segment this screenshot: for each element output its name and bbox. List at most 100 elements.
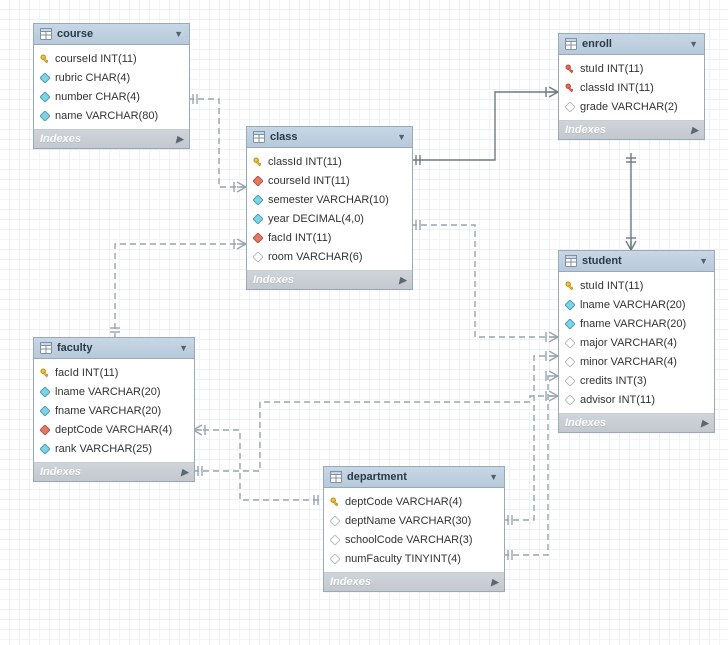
expand-icon[interactable]: ▶ — [181, 467, 188, 478]
column-label: number CHAR(4) — [55, 91, 140, 103]
column[interactable]: number CHAR(4) — [40, 87, 183, 106]
column[interactable]: fname VARCHAR(20) — [40, 401, 188, 420]
column[interactable]: room VARCHAR(6) — [253, 247, 406, 266]
column[interactable]: numFaculty TINYINT(4) — [330, 549, 498, 568]
column-bullet-icon — [330, 516, 340, 526]
column-bullet-icon — [253, 252, 263, 262]
column[interactable]: semester VARCHAR(10) — [253, 190, 406, 209]
table-enroll[interactable]: enroll ▼ stuId INT(11)classId INT(11)gra… — [558, 33, 705, 140]
column[interactable]: facId INT(11) — [253, 228, 406, 247]
column[interactable]: lname VARCHAR(20) — [40, 382, 188, 401]
collapse-icon[interactable]: ▼ — [397, 132, 406, 142]
column[interactable]: classId INT(11) — [253, 152, 406, 171]
table-title: department — [347, 471, 489, 483]
column[interactable]: facId INT(11) — [40, 363, 188, 382]
table-header[interactable]: class ▼ — [247, 127, 412, 148]
column-label: rank VARCHAR(25) — [55, 443, 152, 455]
indexes-bar[interactable]: Indexes ▶ — [559, 120, 704, 139]
table-header[interactable]: course ▼ — [34, 24, 189, 45]
expand-icon[interactable]: ▶ — [399, 275, 406, 286]
table-icon — [40, 342, 52, 354]
collapse-icon[interactable]: ▼ — [179, 343, 188, 353]
column-bullet-icon — [330, 554, 340, 564]
column[interactable]: minor VARCHAR(4) — [565, 352, 708, 371]
column-label: numFaculty TINYINT(4) — [345, 553, 461, 565]
table-title: student — [582, 255, 699, 267]
columns: classId INT(11)courseId INT(11)semester … — [247, 148, 412, 270]
column[interactable]: grade VARCHAR(2) — [565, 97, 698, 116]
edge-class-faculty — [110, 239, 246, 337]
column[interactable]: fname VARCHAR(20) — [565, 314, 708, 333]
column[interactable]: classId INT(11) — [565, 78, 698, 97]
indexes-bar[interactable]: Indexes ▶ — [324, 572, 504, 591]
column-label: credits INT(3) — [580, 375, 647, 387]
table-department[interactable]: department ▼ deptCode VARCHAR(4)deptName… — [323, 466, 505, 592]
indexes-label: Indexes — [330, 576, 371, 588]
erd-canvas: { "diagram": { "width": 728, "height": 6… — [0, 0, 728, 645]
column-label: major VARCHAR(4) — [580, 337, 677, 349]
collapse-icon[interactable]: ▼ — [489, 472, 498, 482]
column[interactable]: deptName VARCHAR(30) — [330, 511, 498, 530]
column[interactable]: credits INT(3) — [565, 371, 708, 390]
table-class[interactable]: class ▼ classId INT(11)courseId INT(11)s… — [246, 126, 413, 290]
column[interactable]: major VARCHAR(4) — [565, 333, 708, 352]
indexes-bar[interactable]: Indexes ▶ — [247, 270, 412, 289]
table-header[interactable]: student ▼ — [559, 251, 714, 272]
edge-faculty-department — [193, 425, 323, 505]
column-label: year DECIMAL(4,0) — [268, 213, 364, 225]
column[interactable]: courseId INT(11) — [40, 49, 183, 68]
table-header[interactable]: department ▼ — [324, 467, 504, 488]
column[interactable]: name VARCHAR(80) — [40, 106, 183, 125]
columns: stuId INT(11)classId INT(11)grade VARCHA… — [559, 55, 704, 120]
column[interactable]: courseId INT(11) — [253, 171, 406, 190]
table-header[interactable]: faculty ▼ — [34, 338, 194, 359]
column[interactable]: rank VARCHAR(25) — [40, 439, 188, 458]
column-label: fname VARCHAR(20) — [580, 318, 686, 330]
expand-icon[interactable]: ▶ — [701, 418, 708, 429]
column-bullet-icon — [330, 535, 340, 545]
table-title: enroll — [582, 38, 689, 50]
column[interactable]: deptCode VARCHAR(4) — [330, 492, 498, 511]
column-label: schoolCode VARCHAR(3) — [345, 534, 473, 546]
columns: courseId INT(11)rubric CHAR(4) number CHA… — [34, 45, 189, 129]
table-course[interactable]: course ▼ courseId INT(11)rubric CHAR(4) n… — [33, 23, 190, 149]
collapse-icon[interactable]: ▼ — [689, 39, 698, 49]
expand-icon[interactable]: ▶ — [491, 577, 498, 588]
collapse-icon[interactable]: ▼ — [699, 256, 708, 266]
column[interactable]: advisor INT(11) — [565, 390, 708, 409]
indexes-label: Indexes — [40, 133, 81, 145]
column[interactable]: lname VARCHAR(20) — [565, 295, 708, 314]
expand-icon[interactable]: ▶ — [691, 125, 698, 136]
table-faculty[interactable]: faculty ▼ facId INT(11)lname VARCHAR(20)… — [33, 337, 195, 482]
column[interactable]: year DECIMAL(4,0) — [253, 209, 406, 228]
column-bullet-icon — [40, 92, 50, 102]
collapse-icon[interactable]: ▼ — [174, 29, 183, 39]
indexes-bar[interactable]: Indexes ▶ — [34, 129, 189, 148]
column-label: facId INT(11) — [268, 232, 331, 244]
column-bullet-icon — [565, 281, 575, 291]
column-bullet-icon — [565, 64, 575, 74]
edge-course-class — [188, 94, 246, 192]
table-student[interactable]: student ▼ stuId INT(11) lname VARCHAR(20)… — [558, 250, 715, 433]
indexes-bar[interactable]: Indexes ▶ — [559, 413, 714, 432]
table-header[interactable]: enroll ▼ — [559, 34, 704, 55]
column[interactable]: rubric CHAR(4) — [40, 68, 183, 87]
edge-faculty-student-advisor — [193, 391, 558, 476]
column-bullet-icon — [565, 102, 575, 112]
column-bullet-icon — [565, 338, 575, 348]
column-bullet-icon — [565, 395, 575, 405]
column[interactable]: stuId INT(11) — [565, 276, 708, 295]
indexes-label: Indexes — [565, 417, 606, 429]
column-bullet-icon — [40, 406, 50, 416]
table-icon — [565, 255, 577, 267]
column-label: room VARCHAR(6) — [268, 251, 363, 263]
indexes-bar[interactable]: Indexes ▶ — [34, 462, 194, 481]
table-title: course — [57, 28, 174, 40]
column-label: stuId INT(11) — [580, 280, 643, 292]
edge-class-student — [411, 220, 558, 342]
column[interactable]: deptCode VARCHAR(4) — [40, 420, 188, 439]
column[interactable]: schoolCode VARCHAR(3) — [330, 530, 498, 549]
column[interactable]: stuId INT(11) — [565, 59, 698, 78]
column-bullet-icon — [565, 357, 575, 367]
expand-icon[interactable]: ▶ — [176, 134, 183, 145]
